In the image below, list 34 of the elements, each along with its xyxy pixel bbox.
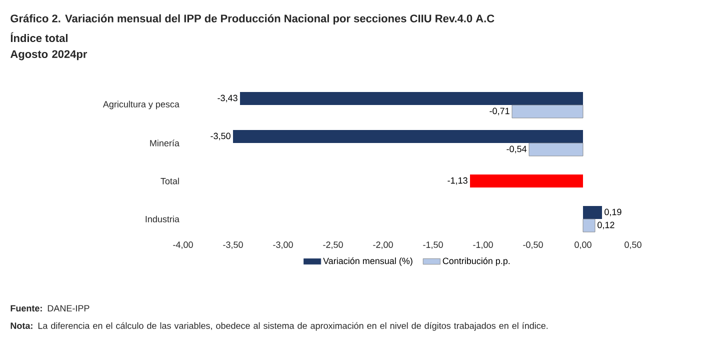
data-label: 0,12 [598,222,614,230]
x-tick-label: -2,00 [373,242,393,249]
x-tick-label: -1,50 [423,242,443,249]
data-label: -3,50 [210,132,230,140]
x-tick-label: -0,50 [523,242,543,249]
x-tick-label: 0,00 [574,242,592,249]
x-tick-label: -1,00 [473,242,493,249]
x-tick-label: -4,00 [173,242,193,249]
data-label: -1,13 [448,177,468,185]
legend-label: Variación mensual (%) [323,257,412,266]
bar [512,104,584,118]
bar [233,130,584,143]
y-tick-label: Total [160,178,179,184]
bar [583,206,602,219]
text: Fuente: DANE-IPP [10,305,90,312]
y-tick-label: Industria [146,216,180,222]
chart-title: Gráfico 2. Variación mensual del IPP de Producción Nacional por secciones CIIU Rev.4.0 A.C [10,14,494,25]
bar [528,142,584,156]
text: Agosto 2024pr [10,50,88,60]
x-tick-label: -2,50 [323,242,343,249]
data-label: -3,43 [218,94,238,102]
bar [582,218,596,232]
data-label: -0,71 [490,108,510,116]
x-tick-label: -3,00 [273,242,293,249]
data-label: 0,19 [604,208,622,216]
text: Índice total [10,32,68,42]
legend-label: Contribución p.p. [442,257,510,266]
y-tick-label: Agricultura y pesca [102,100,180,110]
data-label: -0,54 [506,146,527,154]
text: Nota: La diferencia en el cálculo de las variables, obedece al sistema de aproximación en el nivel de dígitos trabajados en el índice. [10,322,548,331]
x-tick-label: -3,50 [223,242,243,249]
x-tick-label: 0,50 [624,242,642,249]
bar [240,92,584,106]
y-tick-label: Minería [150,140,180,146]
